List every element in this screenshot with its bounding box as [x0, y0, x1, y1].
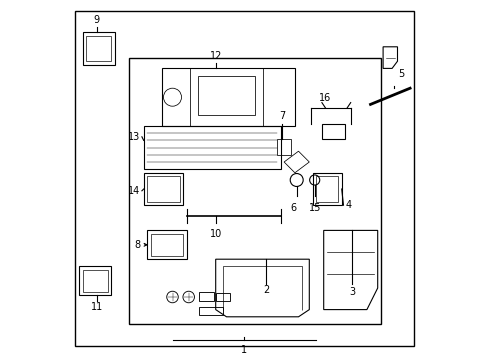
Text: 10: 10 — [209, 229, 222, 239]
Text: 5: 5 — [397, 69, 404, 79]
Text: 12: 12 — [209, 51, 222, 61]
Text: 9: 9 — [94, 15, 100, 25]
Text: 7: 7 — [279, 111, 285, 121]
Text: 11: 11 — [91, 302, 103, 312]
Text: 15: 15 — [308, 203, 320, 213]
Text: 16: 16 — [319, 93, 331, 103]
Text: 4: 4 — [345, 200, 351, 210]
Text: 3: 3 — [349, 287, 355, 297]
Text: 6: 6 — [289, 203, 296, 213]
Text: 13: 13 — [127, 132, 140, 142]
Text: 8: 8 — [134, 240, 140, 250]
Text: 2: 2 — [263, 285, 269, 295]
Text: 14: 14 — [127, 186, 140, 196]
Text: 1: 1 — [241, 345, 247, 355]
